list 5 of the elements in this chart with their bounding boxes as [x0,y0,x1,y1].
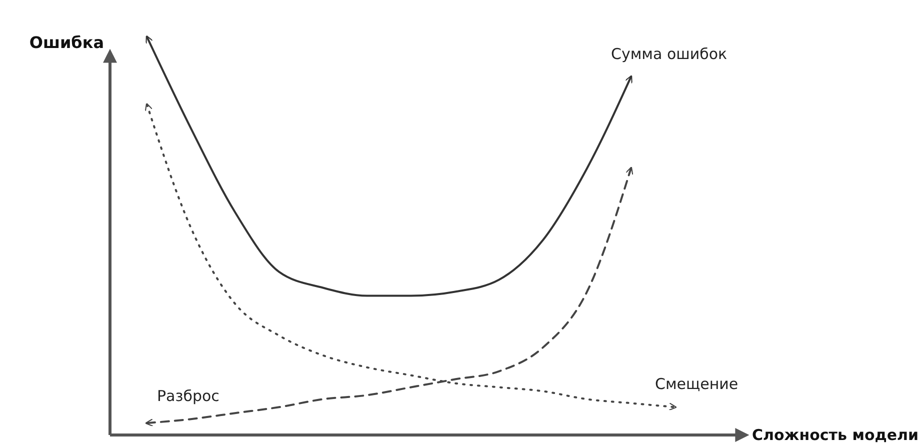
series-label: Разброс [157,387,220,406]
series-label: Смещение [655,375,738,394]
y-axis-title: Ошибка [29,33,104,52]
series-label: Сумма ошибок [611,44,728,63]
x-axis-title: Сложность модели [752,426,919,444]
